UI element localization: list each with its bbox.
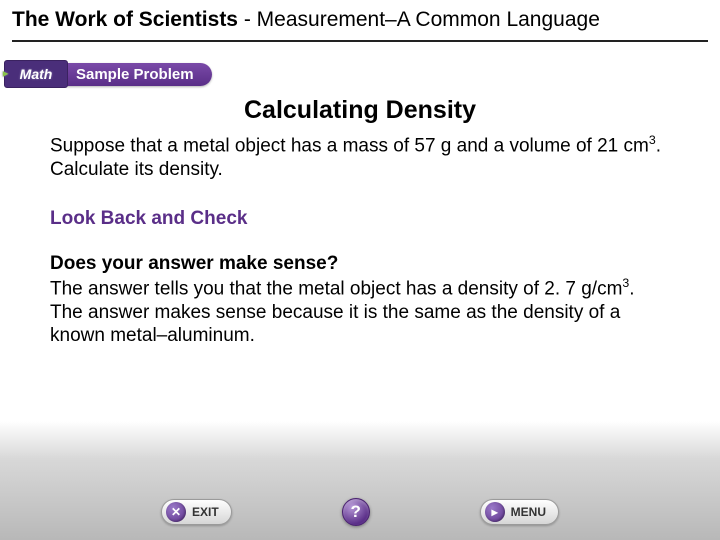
section-name: Measurement–A Common Language xyxy=(257,8,600,31)
footer-nav: ✕ EXIT ? ▸ MENU xyxy=(0,494,720,530)
content-title: Calculating Density xyxy=(50,96,670,125)
answer-block: Does your answer make sense? The answer … xyxy=(50,252,670,348)
sample-problem-label: Sample Problem xyxy=(76,66,194,83)
slide-header: The Work of Scientists - Measurement–A C… xyxy=(0,0,720,36)
menu-button[interactable]: ▸ MENU xyxy=(480,499,559,525)
header-divider xyxy=(12,40,708,42)
math-badge-label: Math xyxy=(20,66,53,82)
problem-superscript: 3 xyxy=(649,133,656,147)
problem-statement: Suppose that a metal object has a mass o… xyxy=(50,133,670,182)
play-icon: ▸ xyxy=(485,502,505,522)
look-back-heading: Look Back and Check xyxy=(50,208,670,230)
answer-text-pre: The answer tells you that the metal obje… xyxy=(50,278,622,299)
help-button[interactable]: ? xyxy=(342,498,370,526)
chapter-name: The Work of Scientists xyxy=(12,8,238,31)
header-separator: - xyxy=(238,8,257,31)
exit-button-label: EXIT xyxy=(192,505,219,519)
sample-problem-badge: Math Sample Problem xyxy=(0,60,720,88)
answer-question: Does your answer make sense? xyxy=(50,252,670,276)
menu-button-label: MENU xyxy=(511,505,546,519)
slide-content: Calculating Density Suppose that a metal… xyxy=(0,88,720,348)
sample-problem-pill: Sample Problem xyxy=(66,63,212,86)
close-icon: ✕ xyxy=(166,502,186,522)
problem-text-pre: Suppose that a metal object has a mass o… xyxy=(50,135,649,156)
question-icon: ? xyxy=(350,502,360,522)
exit-button[interactable]: ✕ EXIT xyxy=(161,499,232,525)
header-title: The Work of Scientists - Measurement–A C… xyxy=(12,8,708,32)
math-badge: Math xyxy=(4,60,68,88)
